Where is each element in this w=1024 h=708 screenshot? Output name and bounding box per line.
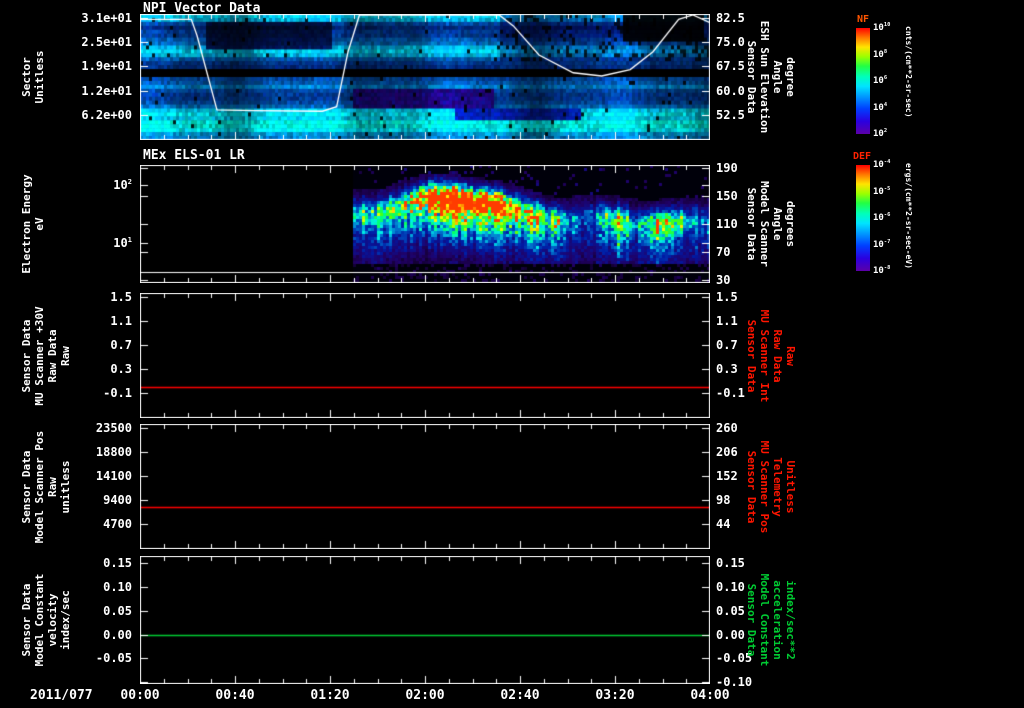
panel2-title: MEx ELS-01 LR	[143, 148, 245, 163]
x-axis-tick-label: 01:20	[310, 688, 350, 703]
colorbar-nf-tick: 102	[873, 128, 888, 139]
x-axis-tick-label: 02:40	[500, 688, 540, 703]
panel2-ytick-left: 102	[113, 177, 132, 193]
panel3-ytick-right: 0.7	[716, 338, 738, 352]
panel1-ytick-right: 60.0	[716, 83, 745, 98]
colorbar-nf-tick: 106	[873, 75, 888, 86]
panel2-ytick-right: 150	[716, 189, 738, 204]
x-axis-tick-label: 03:20	[595, 688, 635, 703]
panel2-ytick-left: 101	[113, 234, 132, 250]
x-axis-tick-label: 00:00	[120, 688, 160, 703]
def-colorbar-unit: ergs/(cm**2-sr-sec-eV)	[904, 163, 913, 269]
colorbar-def-tick: 10-4	[873, 159, 891, 170]
panel1-ytick-right: 75.0	[716, 35, 745, 50]
panel3-ytick-right: 1.5	[716, 290, 738, 304]
panel1-ytick-left: 6.2e+00	[81, 107, 132, 122]
panel4-y-left-label: Sensor Data Model Scanner Pos Raw unitle…	[20, 430, 72, 543]
model-scanner-pos-plot	[140, 424, 710, 549]
colorbar-nf-tick: 108	[873, 48, 888, 60]
panel1-ytick-left: 3.1e+01	[81, 10, 132, 25]
panel4-ytick-left: 23500	[95, 421, 132, 435]
panel1-y-right-label: degree Angle ESH Sun Elevation Sensor Da…	[745, 20, 797, 134]
mu-scanner-raw-plot	[140, 293, 710, 418]
panel5-ytick-left: -0.05	[95, 651, 132, 666]
panel4-ytick-right: 260	[716, 421, 738, 435]
panel5-ytick-left: 0.00	[103, 627, 132, 642]
npi-spectrogram-plot	[140, 14, 710, 140]
colorbar-def-tick: 10-7	[873, 238, 891, 250]
panel1-ytick-left: 1.9e+01	[81, 59, 132, 74]
panel2-y-right-label: degrees Angle Model Scanner Sensor Data	[745, 180, 797, 268]
panel1-ytick-left: 1.2e+01	[81, 83, 132, 98]
colorbar-def-tick: 10-8	[873, 265, 891, 276]
model-constant-vel-plot	[140, 556, 710, 684]
panel3-ytick-left: 0.3	[110, 362, 132, 376]
panel3-y-right-label: Raw Raw Data MU Scanner Int Sensor Data	[745, 309, 797, 402]
panel3-ytick-right: 1.1	[716, 314, 738, 328]
panel1-ytick-right: 52.5	[716, 107, 745, 122]
x-axis-date-label: 2011/077	[30, 688, 93, 703]
nf-colorbar-label: NF	[857, 14, 870, 25]
panel2-ytick-right: 190	[716, 160, 738, 175]
colorbar-def-tick: 10-6	[873, 212, 891, 223]
panel2-y-left-label: Electron Energy eV	[20, 174, 46, 274]
els-spectrogram-plot	[140, 165, 710, 283]
panel5-ytick-right: -0.05	[716, 651, 753, 666]
colorbar-def-tick: 10-5	[873, 185, 891, 197]
colorbar-nf-tick: 1010	[873, 22, 891, 33]
panel5-y-right-label: index/sec**2 acceleration Model Constant…	[745, 573, 797, 667]
panel4-ytick-left: 9400	[103, 493, 132, 507]
def-colorbar	[856, 165, 870, 271]
panel1-title: NPI Vector Data	[143, 1, 261, 16]
panel5-ytick-left: 0.15	[103, 556, 132, 571]
panel5-ytick-left: 0.10	[103, 579, 132, 594]
panel3-ytick-right: 0.3	[716, 362, 738, 376]
panel5-ytick-left: 0.05	[103, 604, 132, 619]
panel1-ytick-left: 2.5e+01	[81, 35, 132, 50]
def-colorbar-label: DEF	[853, 151, 872, 162]
panel4-y-right-label: Unitless Telemetry MU Scanner Pos Sensor…	[745, 440, 797, 533]
panel4-ytick-right: 98	[716, 493, 731, 507]
nf-colorbar-unit: cnts/(cm**2-sr-sec)	[904, 26, 913, 118]
panel5-ytick-right: -0.10	[716, 674, 753, 689]
colorbar-nf-tick: 104	[873, 101, 888, 113]
panel1-y-left-label: Sector Unitless	[20, 50, 46, 104]
panel3-ytick-left: 1.1	[110, 314, 132, 328]
panel3-ytick-left: 1.5	[110, 290, 132, 304]
x-axis-tick-label: 04:00	[690, 688, 730, 703]
nf-colorbar	[856, 28, 870, 134]
panel1-ytick-right: 82.5	[716, 10, 745, 25]
panel2-ytick-right: 110	[716, 217, 738, 231]
panel2-ytick-right: 70	[716, 244, 731, 259]
x-axis-tick-label: 00:40	[215, 688, 255, 703]
panel4-ytick-left: 18800	[95, 445, 132, 459]
panel3-ytick-left: 0.7	[110, 338, 132, 352]
panel5-ytick-right: 0.15	[716, 556, 745, 571]
panel5-ytick-right: 0.10	[716, 579, 745, 594]
panel4-ytick-right: 152	[716, 469, 738, 483]
panel3-y-left-label: Sensor Data MU Scanner +30V Raw Data Raw	[20, 305, 72, 406]
x-axis-tick-label: 02:00	[405, 688, 445, 703]
panel4-ytick-right: 206	[716, 445, 738, 459]
panel5-ytick-right: 0.00	[716, 627, 745, 642]
panel2-ytick-right: 30	[716, 273, 731, 288]
panel5-ytick-right: 0.05	[716, 604, 745, 619]
panel5-y-left-label: Sensor Data Model Constant velocity inde…	[20, 573, 72, 667]
panel3-ytick-left: -0.1	[103, 386, 132, 400]
panel3-ytick-right: -0.1	[716, 386, 745, 400]
panel4-ytick-left: 4700	[103, 517, 132, 531]
panel4-ytick-right: 44	[716, 517, 731, 531]
panel1-ytick-right: 67.5	[716, 59, 745, 74]
panel4-ytick-left: 14100	[95, 469, 132, 483]
